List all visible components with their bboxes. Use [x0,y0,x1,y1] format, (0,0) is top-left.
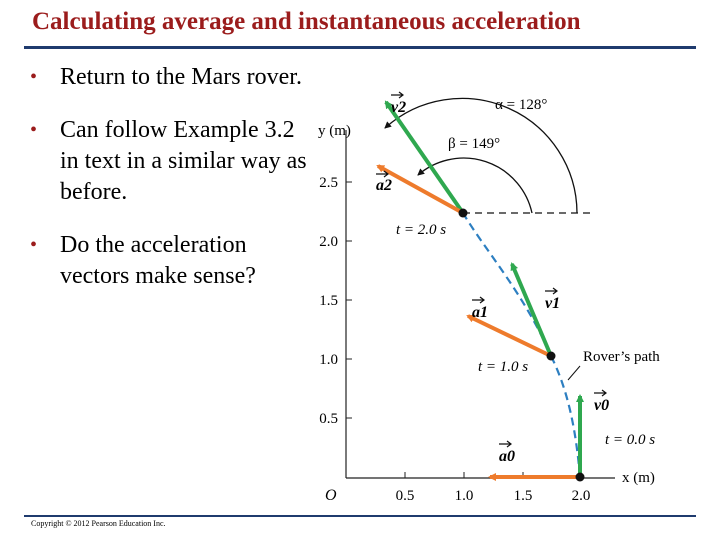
rover-path-label: Rover’s path [583,349,660,365]
x-tick-label: 1.0 [455,488,474,504]
slide-title: Calculating average and instantaneous ac… [32,8,581,35]
y-tick-label: 2.5 [319,175,338,191]
y-tick-label: 1.0 [319,352,338,368]
bullet-text: Return to the Mars rover. [60,64,302,90]
vector-arrow-accents [376,91,607,448]
point-t0 [575,472,585,482]
time-label-t2: t = 2.0 s [396,222,446,238]
a2-label: a2 [376,177,392,194]
velocity-vector-v2 [384,100,465,215]
bullet-text: Can follow Example 3.2 in text in a simi… [60,117,307,205]
bullet-icon: • [30,234,38,256]
alpha-label: α = 128° [495,97,547,113]
bullet-text: Do the acceleration vectors make sense? [60,232,256,289]
a1-label: a1 [472,304,488,321]
copyright-notice: Copyright © 2012 Pearson Education Inc. [31,519,166,528]
acceleration-vector-a2 [376,164,464,215]
a0-label: a0 [499,448,515,465]
bullet-item: • Do the acceleration vectors make sense… [30,230,310,292]
v0-label: v0 [594,397,609,414]
time-label-t1: t = 1.0 s [478,359,528,375]
y-tick-label: 2.0 [319,234,338,250]
y-axis-label: y (m) [318,123,351,139]
x-tick-label: 1.5 [514,488,533,504]
x-axis-label: x (m) [622,470,655,486]
bullet-item: • Return to the Mars rover. [30,62,310,93]
rover-path [462,212,582,478]
velocity-vector-v1 [510,262,553,357]
x-tick-label: 0.5 [396,488,415,504]
point-t2 [458,208,468,218]
mars-rover-figure: y (m) x (m) O 0.5 1.0 1.5 2.0 0.5 1.0 1.… [318,91,660,504]
footer-rule [24,515,696,517]
bullet-list: • Return to the Mars rover. • Can follow… [30,62,310,314]
y-tick-label: 1.5 [319,293,338,309]
title-underline [24,46,696,49]
v2-label: v2 [391,99,406,116]
x-tick-label: 2.0 [572,488,591,504]
bullet-icon: • [30,119,38,141]
v1-label: v1 [545,295,560,312]
beta-label: β = 149° [448,136,500,152]
point-t1 [546,351,556,361]
bullet-icon: • [30,66,38,88]
alpha-arc [384,97,578,214]
y-tick-label: 0.5 [319,411,338,427]
acceleration-vector-a1 [466,314,552,358]
bullet-item: • Can follow Example 3.2 in text in a si… [30,115,310,208]
beta-arc [417,157,533,214]
y-ticks [346,181,352,419]
origin-label: O [325,487,337,504]
rover-path-pointer [567,365,581,381]
time-label-t0: t = 0.0 s [605,432,655,448]
